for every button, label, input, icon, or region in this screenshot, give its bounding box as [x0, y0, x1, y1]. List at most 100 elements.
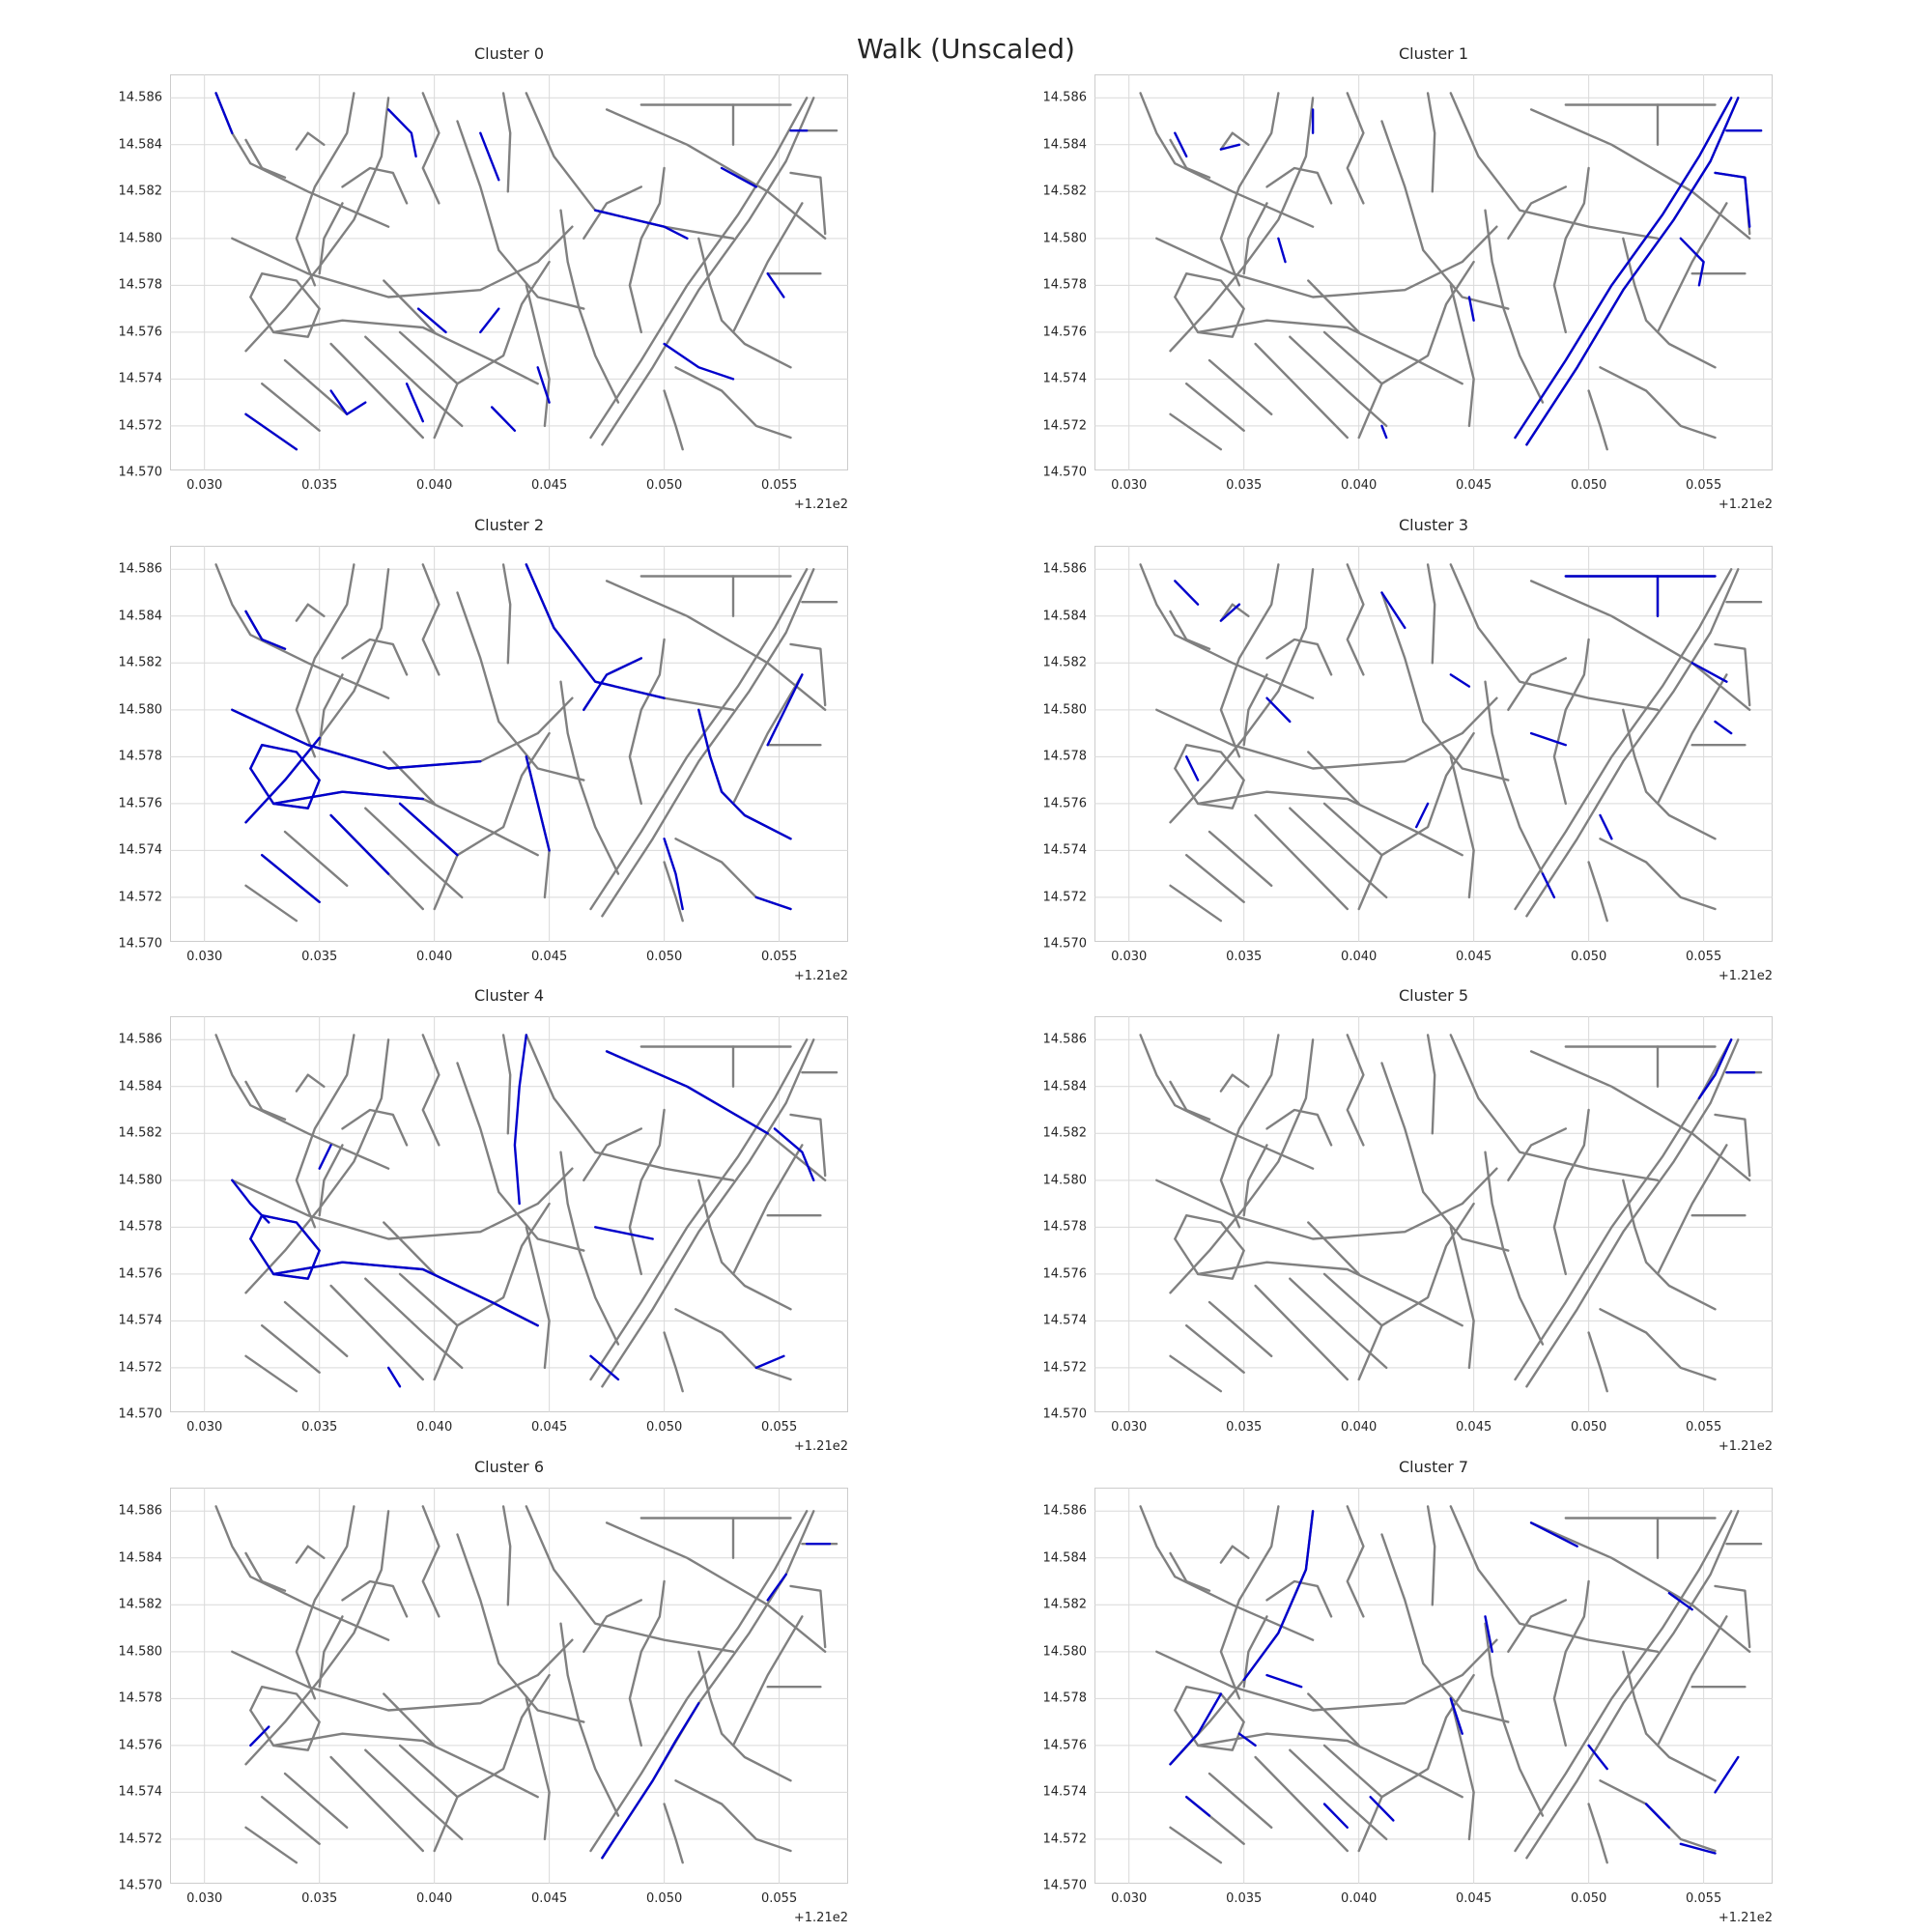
y-tick-label: 14.586: [1042, 1032, 1088, 1047]
cluster-road-segment: [479, 307, 500, 334]
cluster-road-segment: [697, 708, 792, 840]
y-tick-label: 14.586: [118, 561, 163, 577]
road-segment: [674, 366, 792, 440]
road-segment: [244, 1826, 298, 1864]
y-tick-label: 14.576: [118, 325, 163, 340]
cluster-road-segment: [720, 166, 757, 188]
cluster-panel-7: Cluster 7 14.586 14.584 14.582 14.580 14.578 1…: [1043, 1458, 1773, 1925]
cluster-road-segment: [1277, 237, 1287, 264]
road-segment: [1656, 1615, 1728, 1747]
cluster-panel-2: Cluster 2 14.586 14.584 14.582 14.580 14.578 1…: [119, 516, 848, 983]
road-segment: [1484, 1622, 1545, 1817]
y-tick-label: 14.586: [118, 1032, 163, 1047]
road-segment: [421, 92, 440, 205]
x-offset-label: +1.21e2: [793, 969, 848, 983]
cluster-road-segment: [1174, 580, 1200, 606]
road-segment: [1208, 1772, 1273, 1829]
cluster-road-segment: [773, 1127, 815, 1182]
y-tick-label: 14.574: [1042, 842, 1088, 858]
road-segment: [1587, 389, 1608, 451]
road-segment: [1265, 1108, 1333, 1147]
road-segment: [1714, 1113, 1751, 1178]
road-segment: [501, 563, 512, 665]
cluster-road-segment: [601, 1701, 700, 1860]
road-segment: [1169, 1354, 1223, 1393]
road-segment: [501, 1034, 512, 1135]
road-segment: [364, 807, 464, 899]
cluster-road-segment: [386, 1366, 402, 1388]
y-tick-label: 14.574: [118, 842, 163, 858]
x-tick-label: 0.030: [1111, 1891, 1148, 1906]
road-segment: [1322, 1744, 1383, 1799]
road-segment: [582, 1127, 642, 1182]
road-segment: [1139, 92, 1315, 228]
cluster-road-segment: [249, 743, 321, 810]
cluster-road-segment: [1449, 673, 1471, 688]
road-segment: [364, 1277, 464, 1370]
road-segment: [383, 1221, 436, 1276]
y-tick-label: 14.576: [1042, 1738, 1088, 1753]
map-plot: [1094, 1488, 1773, 1884]
road-segment: [433, 731, 551, 911]
y-tick-label: 14.572: [118, 1832, 163, 1847]
road-segment: [1155, 225, 1498, 298]
cluster-road-segment: [1380, 424, 1388, 440]
road-segment: [525, 1034, 735, 1182]
road-segment: [1208, 830, 1273, 887]
cluster-panel-0: Cluster 0 14.586 14.584 14.582 14.580 14.578 1…: [119, 44, 848, 512]
y-tick-label: 14.570: [118, 465, 163, 480]
x-tick-label: 0.035: [1226, 478, 1263, 493]
road-segment: [1196, 790, 1463, 857]
road-segment: [1219, 1073, 1250, 1093]
road-segment: [295, 1545, 326, 1564]
road-segment: [1242, 1615, 1268, 1689]
road-segment: [231, 1167, 574, 1240]
y-tick-label: 14.582: [118, 1597, 163, 1612]
road-segment: [1507, 185, 1567, 241]
road-segment: [1242, 202, 1268, 275]
road-segment: [1525, 568, 1740, 918]
y-tick-label: 14.574: [118, 1784, 163, 1800]
cluster-road-segment: [1667, 1591, 1693, 1611]
cluster-road-segment: [663, 838, 684, 911]
x-tick-label: 0.045: [531, 1420, 568, 1435]
x-tick-label: 0.035: [301, 1891, 338, 1906]
panel-title: Cluster 2: [473, 516, 545, 534]
panel-title: Cluster 7: [1398, 1458, 1469, 1476]
x-tick-label: 0.040: [1341, 478, 1378, 493]
road-segment: [260, 1324, 321, 1374]
x-tick-label: 0.040: [416, 1891, 453, 1906]
road-segment: [525, 1505, 735, 1654]
x-tick-label: 0.035: [1226, 950, 1263, 964]
y-tick-label: 14.574: [118, 371, 163, 386]
road-segment: [341, 1579, 409, 1618]
y-tick-label: 14.572: [118, 418, 163, 434]
panel-title: Cluster 6: [473, 1458, 545, 1476]
y-tick-label: 14.570: [1042, 465, 1088, 480]
x-tick-label: 0.050: [1571, 478, 1607, 493]
cluster-panel-3: Cluster 3 14.586 14.584 14.582 14.580 14.578 1…: [1043, 516, 1773, 983]
road-segment: [283, 358, 349, 415]
road-segment: [1449, 1226, 1475, 1370]
x-tick-label: 0.030: [1111, 478, 1148, 493]
y-tick-label: 14.576: [118, 1738, 163, 1753]
cluster-road-segment: [479, 131, 500, 182]
cluster-road-segment: [1714, 171, 1751, 228]
road-segment: [1380, 120, 1510, 310]
cluster-road-segment: [1265, 696, 1292, 724]
road-segment: [1714, 642, 1751, 707]
road-segment: [1169, 1080, 1211, 1121]
cluster-road-segment: [589, 1354, 620, 1381]
road-segment: [628, 166, 666, 334]
cluster-road-segment: [214, 92, 234, 134]
x-tick-label: 0.050: [646, 1891, 683, 1906]
x-tick-label: 0.055: [1686, 950, 1722, 964]
x-tick-label: 0.030: [186, 478, 223, 493]
cluster-road-segment: [1237, 1732, 1257, 1747]
road-segment: [1322, 802, 1383, 857]
y-tick-label: 14.584: [118, 609, 163, 624]
panel-title: Cluster 1: [1398, 44, 1469, 63]
y-tick-label: 14.580: [1042, 1644, 1088, 1660]
road-segment: [1242, 1144, 1268, 1217]
road-segment: [1322, 1272, 1383, 1327]
